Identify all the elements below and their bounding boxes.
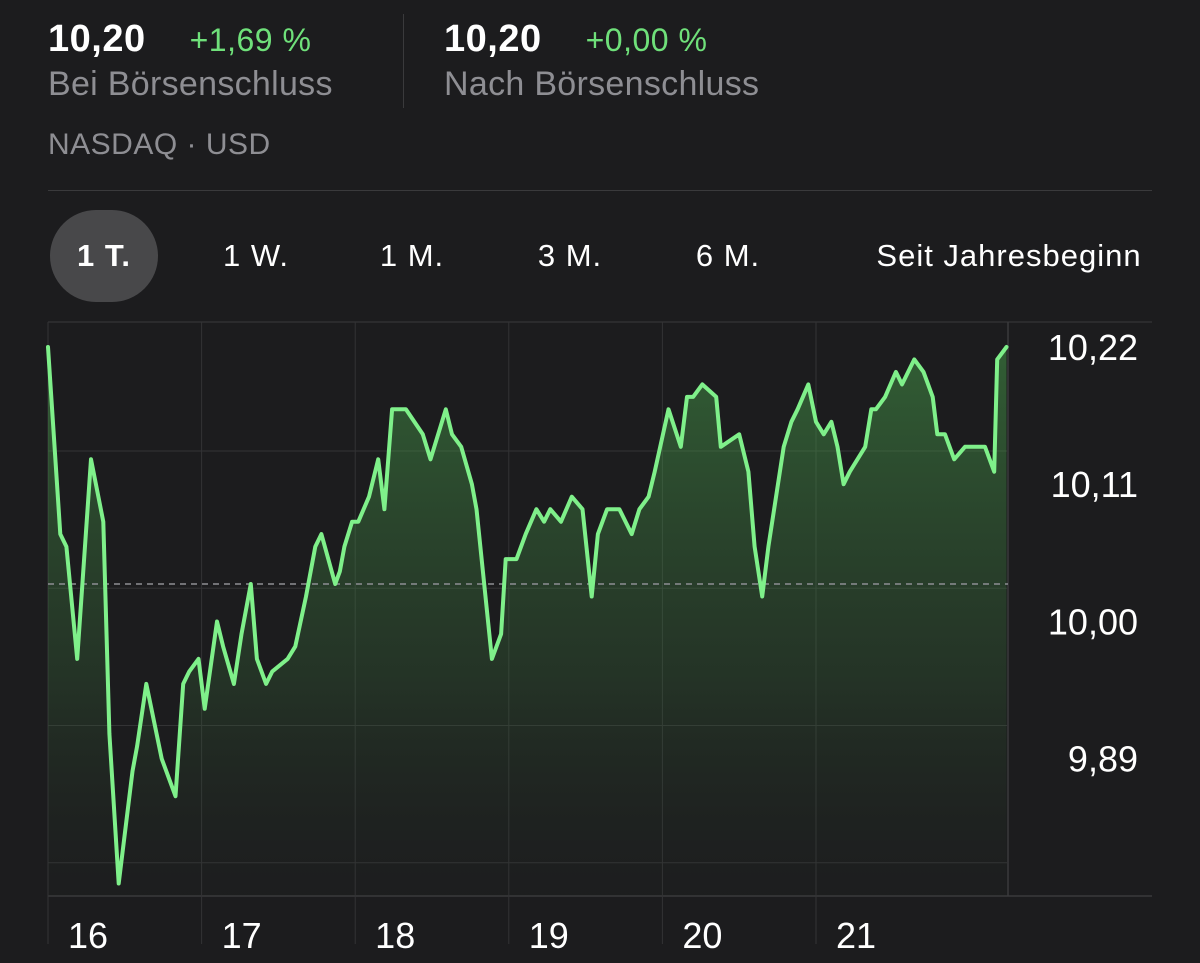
range-tab-label: Seit Jahresbeginn (876, 238, 1142, 273)
range-tab-3-months[interactable]: 3 M. (518, 210, 622, 302)
x-tick-label: 20 (682, 915, 722, 956)
y-tick-label: 10,22 (1048, 327, 1138, 368)
after-hours-price: 10,20 (444, 18, 542, 60)
price-chart[interactable]: 10,22 10,11 10,00 9,89 16 17 18 19 20 21 (0, 310, 1200, 963)
x-tick-label: 17 (222, 915, 262, 956)
price-area-fill (48, 347, 1007, 896)
y-tick-label: 10,00 (1048, 601, 1138, 642)
range-tab-6-months[interactable]: 6 M. (676, 210, 780, 302)
range-tab-1-month[interactable]: 1 M. (360, 210, 464, 302)
after-hours-label: Nach Börsenschluss (444, 65, 760, 103)
range-tab-label: 1 T. (77, 238, 131, 273)
time-range-selector: 1 T. 1 W. 1 M. 3 M. 6 M. Seit Jahresbegi… (48, 210, 1168, 302)
y-tick-label: 10,11 (1051, 464, 1138, 505)
quote-divider (403, 14, 404, 108)
close-price: 10,20 (48, 18, 146, 60)
exchange-currency: NASDAQ · USD (48, 128, 271, 161)
range-tab-label: 1 M. (379, 238, 445, 273)
close-change: +1,69 % (189, 22, 312, 58)
x-tick-label: 18 (375, 915, 415, 956)
y-tick-label: 9,89 (1068, 739, 1138, 780)
x-tick-label: 21 (836, 915, 876, 956)
after-hours-change: +0,00 % (585, 22, 708, 58)
range-tab-1-week[interactable]: 1 W. (206, 210, 306, 302)
close-quote: 10,20 +1,69 % Bei Börsenschluss (48, 18, 333, 104)
close-label: Bei Börsenschluss (48, 65, 333, 103)
price-line (46, 345, 1009, 886)
range-tab-year-to-date[interactable]: Seit Jahresbeginn (854, 210, 1164, 302)
x-tick-label: 19 (529, 915, 569, 956)
after-hours-quote: 10,20 +0,00 % Nach Börsenschluss (444, 18, 759, 104)
range-tab-1-day[interactable]: 1 T. (50, 210, 158, 302)
x-tick-label: 16 (68, 915, 108, 956)
range-tab-label: 1 W. (222, 238, 289, 273)
header-divider (48, 190, 1152, 191)
range-tab-label: 3 M. (537, 238, 603, 273)
range-tab-label: 6 M. (695, 238, 761, 273)
